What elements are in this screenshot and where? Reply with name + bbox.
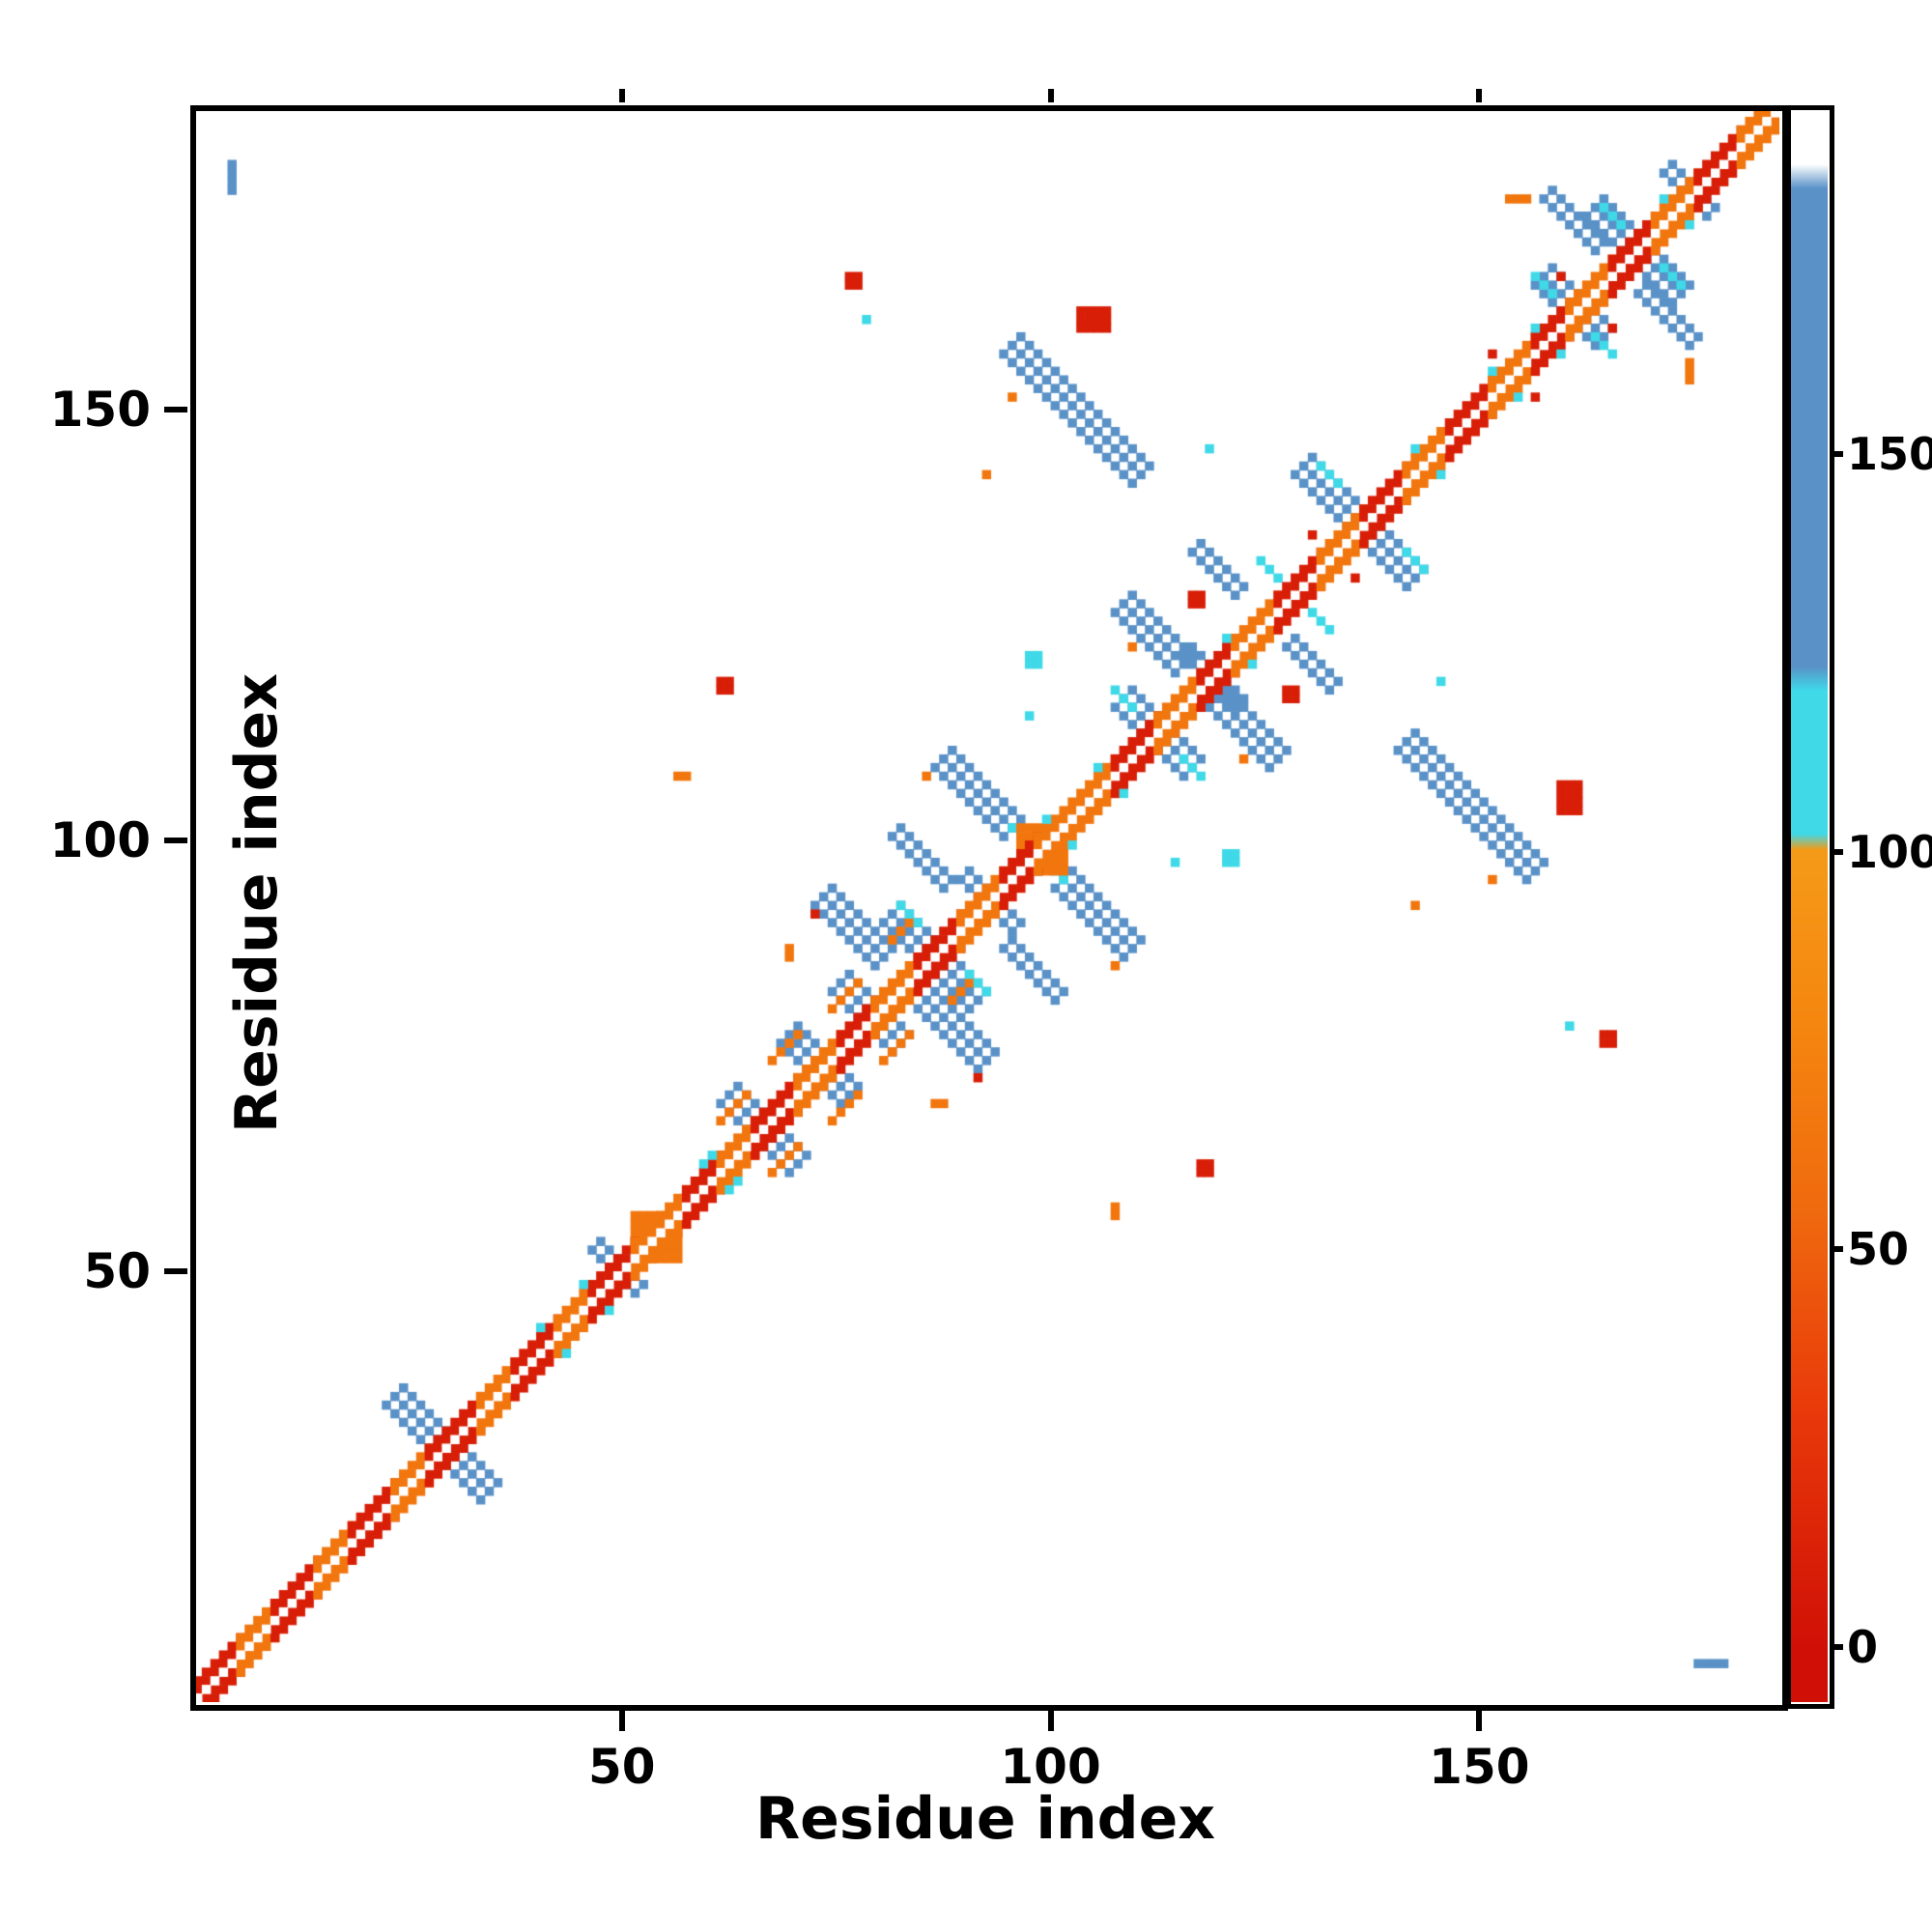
y-tick xyxy=(164,1268,187,1275)
x-tick xyxy=(1476,1708,1483,1731)
colorbar-tick xyxy=(1830,1644,1843,1650)
x-tick-label: 100 xyxy=(1000,1739,1101,1795)
y-axis-label: Residue index xyxy=(223,672,292,1134)
x-tick-label: 50 xyxy=(587,1739,656,1795)
colorbar-tick-label: 0 xyxy=(1847,1621,1879,1673)
x-tick-top xyxy=(1047,89,1054,102)
colorbar-tick-label: 100 xyxy=(1847,825,1932,878)
y-tick-label: 150 xyxy=(49,382,151,439)
x-tick xyxy=(1047,1708,1054,1731)
x-tick-top xyxy=(1476,89,1483,102)
x-tick xyxy=(618,1708,625,1731)
colorbar-tick-label: 50 xyxy=(1847,1223,1910,1276)
y-tick xyxy=(164,838,187,844)
y-tick xyxy=(164,407,187,413)
x-tick-label: 150 xyxy=(1429,1739,1530,1795)
x-axis-label: Residue index xyxy=(754,1785,1216,1853)
colorbar-tick xyxy=(1830,451,1843,457)
heatmap-canvas xyxy=(193,108,1779,1702)
colorbar-tick-label: 150 xyxy=(1847,428,1932,480)
colorbar-tick xyxy=(1830,1246,1843,1253)
colorbar-tick xyxy=(1830,848,1843,855)
y-tick-label: 50 xyxy=(83,1243,151,1300)
colorbar-canvas xyxy=(1789,108,1828,1702)
y-tick-label: 100 xyxy=(49,812,151,869)
x-tick-top xyxy=(618,89,625,102)
